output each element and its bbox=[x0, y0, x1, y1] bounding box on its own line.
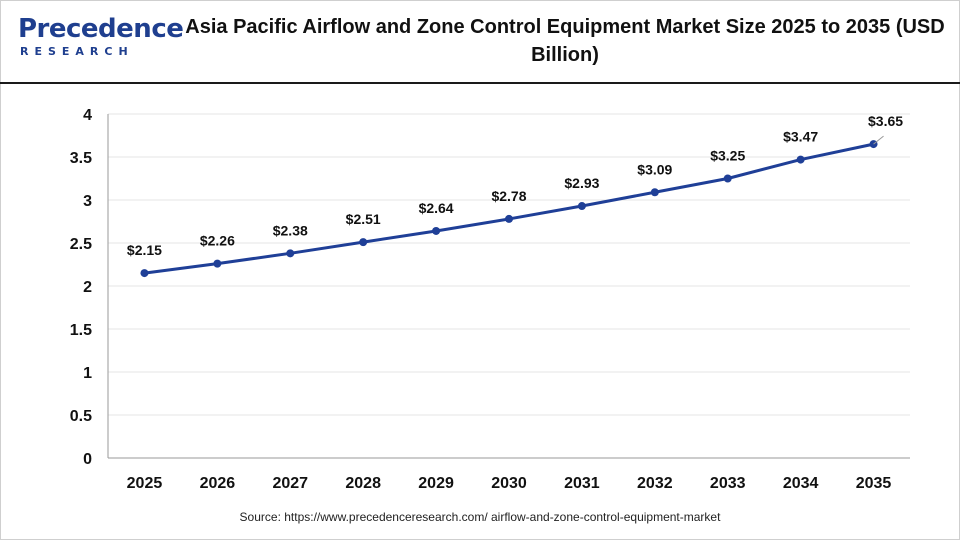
data-label: $2.93 bbox=[564, 175, 599, 191]
data-label: $2.15 bbox=[127, 242, 162, 258]
data-point bbox=[723, 174, 732, 183]
data-label-leader bbox=[873, 135, 884, 145]
x-tick-label: 2031 bbox=[564, 475, 600, 492]
x-tick-label: 2034 bbox=[783, 475, 819, 492]
data-point bbox=[213, 259, 222, 268]
y-tick-label: 2 bbox=[83, 279, 92, 296]
x-tick-label: 2030 bbox=[491, 475, 527, 492]
data-label: $2.26 bbox=[200, 233, 235, 249]
header: Precedence RESEARCH Asia Pacific Airflow… bbox=[0, 0, 960, 82]
source-note: Source: https://www.precedenceresearch.c… bbox=[239, 510, 721, 524]
x-tick-label: 2026 bbox=[200, 475, 236, 492]
x-tick-label: 2028 bbox=[345, 475, 381, 492]
data-point bbox=[796, 155, 805, 164]
data-label: $3.09 bbox=[637, 161, 672, 177]
data-label: $2.64 bbox=[419, 200, 454, 216]
header-divider bbox=[0, 82, 960, 84]
data-label: $2.78 bbox=[491, 188, 526, 204]
y-tick-label: 3.5 bbox=[70, 150, 92, 167]
y-tick-label: 1.5 bbox=[70, 322, 92, 339]
y-tick-label: 0 bbox=[83, 451, 92, 468]
data-label: $3.65 bbox=[868, 113, 903, 129]
data-point bbox=[432, 226, 441, 235]
x-tick-label: 2027 bbox=[272, 475, 308, 492]
chart-title: Asia Pacific Airflow and Zone Control Eq… bbox=[185, 16, 945, 66]
x-tick-label: 2035 bbox=[856, 475, 892, 492]
brand-logo: Precedence RESEARCH bbox=[18, 14, 184, 64]
logo-word-top: Precedence bbox=[18, 14, 184, 44]
y-tick-label: 4 bbox=[83, 107, 92, 124]
data-point bbox=[359, 238, 368, 247]
series-line bbox=[144, 142, 874, 275]
x-tick-label: 2025 bbox=[127, 475, 163, 492]
logo-word-bottom: RESEARCH bbox=[20, 45, 134, 58]
data-point bbox=[650, 188, 659, 197]
data-point bbox=[577, 202, 586, 211]
x-tick-label: 2032 bbox=[637, 475, 673, 492]
y-tick-label: 0.5 bbox=[70, 408, 92, 425]
data-label: $3.47 bbox=[783, 129, 818, 145]
x-tick-label: 2033 bbox=[710, 475, 746, 492]
data-label: $2.51 bbox=[346, 211, 381, 227]
y-tick-label: 1 bbox=[83, 365, 92, 382]
data-point bbox=[140, 269, 149, 278]
data-label: $2.38 bbox=[273, 222, 308, 238]
data-point bbox=[286, 249, 295, 258]
x-tick-label: 2029 bbox=[418, 475, 454, 492]
data-label: $3.25 bbox=[710, 148, 745, 164]
y-tick-label: 3 bbox=[83, 193, 92, 210]
y-tick-label: 2.5 bbox=[70, 236, 92, 253]
data-point bbox=[505, 214, 513, 223]
